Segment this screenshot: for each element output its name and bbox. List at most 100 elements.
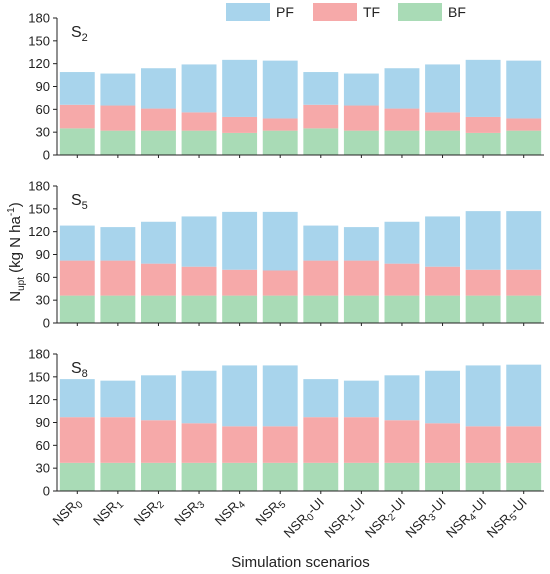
x-tick-label: NSR2: [131, 494, 167, 530]
y-tick-label: 180: [28, 11, 50, 26]
bar-pf-p1-7: [343, 73, 379, 106]
y-tick-label: 30: [36, 125, 50, 140]
bar-tf-p3-0: [59, 417, 95, 463]
bar-tf-p2-4: [222, 269, 258, 296]
bar-pf-p1-8: [384, 68, 420, 109]
bar-tf-p2-3: [181, 266, 217, 296]
bar-pf-p1-2: [141, 68, 176, 109]
bar-tf-p3-8: [384, 420, 420, 463]
bar-tf-p1-3: [181, 112, 217, 131]
bar-pf-p2-7: [343, 227, 379, 261]
bar-pf-p2-6: [303, 225, 339, 261]
y-tick-label: 0: [43, 148, 50, 163]
bar-tf-p1-8: [384, 108, 420, 131]
bar-tf-p1-6: [303, 104, 339, 129]
bar-pf-p1-1: [100, 73, 136, 106]
legend-label: BF: [448, 4, 466, 20]
bar-bf-p3-3: [181, 462, 217, 491]
bar-bf-p2-0: [59, 295, 95, 323]
bar-tf-p3-1: [100, 417, 136, 463]
bar-pf-p2-8: [384, 221, 420, 264]
y-tick-label: 120: [28, 56, 50, 71]
x-tick-label: NSR3: [171, 494, 207, 530]
bar-tf-p1-10: [465, 116, 501, 133]
legend-item-tf: TF: [313, 3, 380, 21]
bar-bf-p1-0: [59, 128, 95, 155]
bar-bf-p3-4: [222, 462, 258, 491]
x-tick-label: NSR5-UI: [484, 495, 532, 543]
legend-label: TF: [363, 4, 380, 20]
bar-bf-p3-8: [384, 462, 420, 491]
bar-tf-p2-6: [303, 260, 339, 296]
bar-pf-p1-11: [506, 60, 542, 119]
bar-tf-p3-7: [343, 417, 379, 463]
bar-tf-p3-4: [222, 426, 258, 463]
bar-pf-p1-4: [222, 59, 258, 117]
bar-pf-p2-9: [425, 216, 460, 267]
bar-pf-p3-10: [465, 365, 501, 427]
bar-bf-p3-6: [303, 462, 339, 491]
y-tick-label: 90: [36, 79, 50, 94]
x-tick-label: NSR1-UI: [321, 495, 369, 543]
x-tick-label: NSR2-UI: [362, 495, 410, 543]
y-tick-label: 0: [43, 316, 50, 331]
bar-pf-p2-4: [222, 211, 258, 270]
bar-tf-p1-9: [425, 112, 460, 131]
bar-tf-p1-7: [343, 105, 379, 131]
bar-bf-p1-7: [343, 130, 379, 155]
bar-bf-p1-11: [506, 130, 542, 155]
y-tick-label: 150: [28, 201, 50, 216]
bar-bf-p1-4: [222, 132, 258, 155]
bar-pf-p3-6: [303, 379, 339, 418]
panels: 0 30 60 90 120 150 180 S2 0 30 60 90 120 150 180 S5 0 30 6…: [28, 11, 544, 499]
bar-pf-p3-9: [425, 370, 460, 424]
bar-bf-p1-8: [384, 130, 420, 155]
bar-pf-p3-5: [262, 365, 298, 427]
x-tick-label: NSR5: [252, 494, 288, 530]
legend: PF TF BF: [226, 3, 466, 21]
bar-tf-p1-5: [262, 118, 298, 131]
bar-pf-p2-0: [59, 225, 95, 261]
bar-pf-p1-6: [303, 72, 339, 105]
y-tick-label: 90: [36, 247, 50, 262]
bar-bf-p2-7: [343, 295, 379, 323]
bar-tf-p3-10: [465, 426, 501, 463]
bar-bf-p3-5: [262, 462, 298, 491]
bar-tf-p3-9: [425, 423, 460, 463]
bar-bf-p2-5: [262, 295, 298, 323]
x-tick-label: NSR4-UI: [443, 495, 491, 543]
bar-tf-p2-9: [425, 266, 460, 296]
y-tick-label: 60: [36, 102, 50, 117]
bar-bf-p2-3: [181, 295, 217, 323]
y-axis-title: Nupt (kg N ha-1): [6, 202, 27, 302]
bar-bf-p3-10: [465, 462, 501, 491]
bar-pf-p1-5: [262, 60, 298, 119]
bar-bf-p1-2: [141, 130, 176, 155]
bar-bf-p2-2: [141, 295, 176, 323]
bar-tf-p2-0: [59, 260, 95, 296]
bar-pf-p1-0: [59, 72, 95, 105]
bar-pf-p3-4: [222, 365, 258, 427]
bar-pf-p3-3: [181, 370, 217, 424]
bar-bf-p1-3: [181, 130, 217, 155]
y-tick-label: 120: [28, 392, 50, 407]
panel-3: 0 30 60 90 120 150 180 S8: [28, 347, 544, 499]
y-tick-label: 90: [36, 415, 50, 430]
bar-bf-p3-1: [100, 462, 136, 491]
bar-tf-p2-11: [506, 269, 542, 296]
bar-pf-p2-1: [100, 227, 136, 261]
bar-tf-p1-2: [141, 108, 176, 131]
x-tick-labels: NSR0 NSR1 NSR2 NSR3 NSR4 NSR5NSR0-UINSR1-UINS…: [49, 494, 532, 543]
y-tick-label: 120: [28, 224, 50, 239]
bar-pf-p2-10: [465, 211, 501, 270]
panel-1: 0 30 60 90 120 150 180 S2: [28, 11, 544, 163]
x-tick-label: NSR0-UI: [281, 495, 329, 543]
bar-tf-p3-6: [303, 417, 339, 463]
bar-bf-p2-11: [506, 295, 542, 323]
bar-pf-p3-0: [59, 379, 95, 418]
bar-pf-p3-11: [506, 364, 542, 427]
bar-tf-p1-1: [100, 105, 136, 131]
bar-pf-p2-11: [506, 211, 542, 270]
bar-tf-p1-0: [59, 104, 95, 129]
